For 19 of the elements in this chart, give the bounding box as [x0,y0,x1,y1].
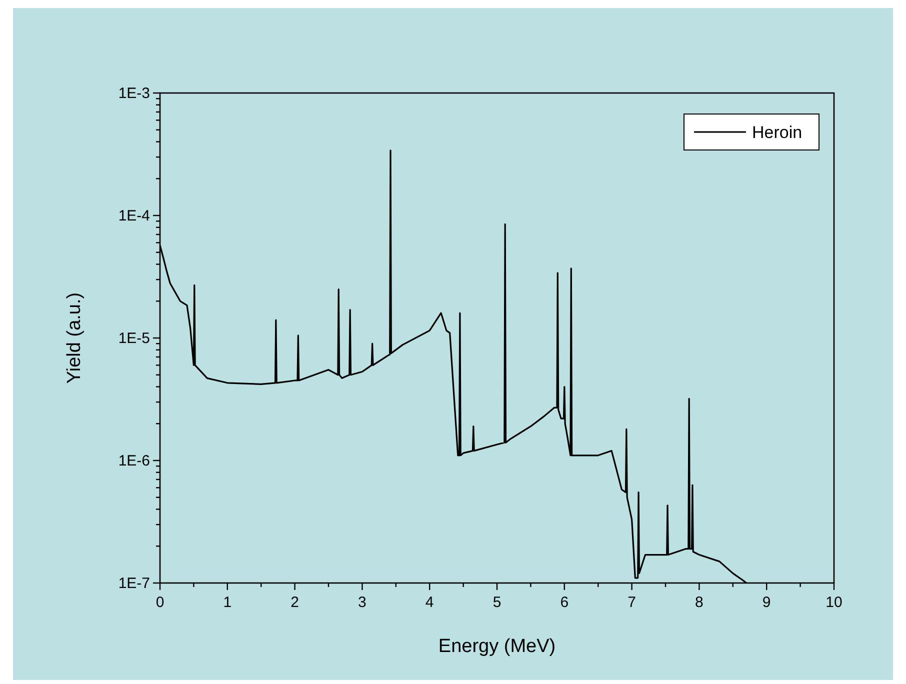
y-tick-label: 1E-6 [118,452,150,470]
y-tick-label: 1E-3 [118,85,150,102]
x-tick-label: 6 [560,594,569,611]
y-tick-label: 1E-7 [118,575,150,592]
x-tick-label: 5 [492,594,502,611]
x-tick-label: 10 [826,594,842,611]
x-tick-label: 3 [358,594,366,611]
x-tick-label: 9 [762,594,771,611]
y-tick-label: 1E-5 [118,330,150,347]
x-tick-label: 8 [695,594,704,611]
x-tick-label: 2 [290,594,299,611]
x-axis-title: Energy (MeV) [438,636,556,657]
y-tick-label: 1E-4 [118,208,150,224]
x-tick-label: 1 [223,594,232,611]
x-tick-label: 4 [425,594,434,611]
y-axis-title: Yield (a.u.) [64,292,85,384]
legend-label: Heroin [752,123,802,142]
x-tick-label: 0 [156,594,164,611]
x-tick-label: 7 [628,594,636,611]
